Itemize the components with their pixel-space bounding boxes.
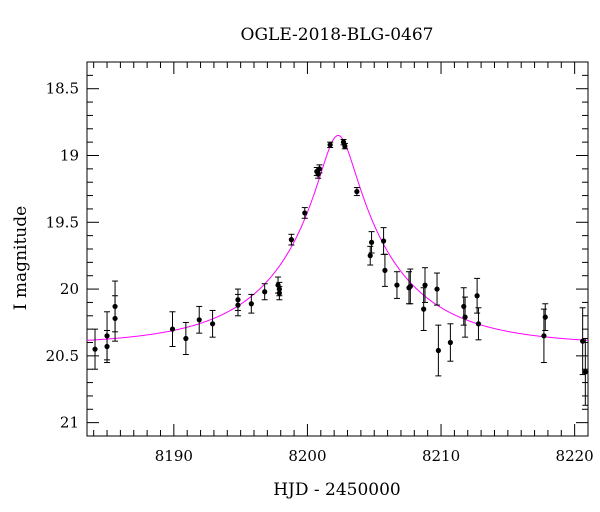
point-marker xyxy=(582,369,588,375)
data-point xyxy=(288,233,295,246)
chart-title: OGLE-2018-BLG-0467 xyxy=(241,25,434,45)
data-point xyxy=(462,296,469,338)
point-marker xyxy=(367,253,373,259)
data-point xyxy=(434,272,441,306)
data-point xyxy=(407,268,414,305)
point-marker xyxy=(104,343,110,350)
point-marker xyxy=(169,326,176,332)
point-marker xyxy=(541,333,547,339)
point-marker xyxy=(380,238,387,244)
y-axis-ticks: 18.5 19 19.5 20 20.5 21 xyxy=(46,61,588,437)
data-point xyxy=(92,328,99,370)
data-point xyxy=(475,307,482,341)
point-marker xyxy=(327,142,333,148)
y-tick-label: 18.5 xyxy=(46,80,79,98)
data-point xyxy=(234,293,241,317)
data-point xyxy=(169,311,176,348)
point-marker xyxy=(475,321,482,327)
data-point xyxy=(368,231,375,254)
point-marker xyxy=(288,237,295,243)
point-marker xyxy=(316,166,323,172)
point-marker xyxy=(276,290,282,296)
data-points-layer xyxy=(92,138,589,406)
point-marker xyxy=(196,317,202,323)
plot-frame xyxy=(86,61,589,437)
point-marker xyxy=(248,301,254,307)
data-point xyxy=(196,305,203,334)
data-point xyxy=(381,253,388,287)
y-tick-label: 19 xyxy=(60,147,79,165)
data-point xyxy=(209,309,216,338)
data-point xyxy=(104,329,111,364)
point-marker xyxy=(342,143,348,149)
data-point xyxy=(582,337,589,406)
data-point xyxy=(261,283,268,301)
data-point xyxy=(447,323,454,362)
data-point xyxy=(276,285,283,301)
point-marker xyxy=(394,282,400,288)
model-layer xyxy=(86,134,589,341)
data-point xyxy=(316,164,323,174)
y-tick-label: 19.5 xyxy=(46,213,79,231)
data-point xyxy=(393,271,400,299)
x-tick-label: 8190 xyxy=(155,447,193,465)
point-marker xyxy=(447,339,453,346)
data-point xyxy=(248,293,255,314)
y-tick-label: 20.5 xyxy=(46,347,79,365)
data-point xyxy=(327,141,334,148)
x-axis-label: HJD - 2450000 xyxy=(273,480,401,500)
point-marker xyxy=(407,283,413,289)
plot-border xyxy=(86,61,589,437)
point-marker xyxy=(262,289,268,295)
data-point xyxy=(182,321,189,356)
point-marker xyxy=(422,282,428,288)
x-tick-label: 8210 xyxy=(422,447,460,465)
point-marker xyxy=(209,321,216,327)
y-axis-label: I magnitude xyxy=(11,206,31,310)
point-marker xyxy=(302,210,308,216)
data-point xyxy=(422,267,429,303)
point-marker xyxy=(382,267,388,273)
data-point xyxy=(435,324,442,377)
point-marker xyxy=(434,286,440,292)
y-tick-label: 20 xyxy=(60,280,79,298)
data-point xyxy=(367,245,374,266)
point-marker xyxy=(462,314,468,320)
data-point xyxy=(112,295,119,342)
x-axis-ticks: 8190 8200 8210 8220 xyxy=(93,62,594,465)
point-marker xyxy=(368,239,375,245)
data-point xyxy=(341,142,348,150)
data-point xyxy=(301,207,308,219)
point-marker xyxy=(474,293,480,299)
x-tick-label: 8220 xyxy=(556,447,594,465)
point-marker xyxy=(92,346,98,352)
x-tick-label: 8200 xyxy=(288,447,326,465)
point-marker xyxy=(421,306,427,312)
model-curve xyxy=(86,134,589,341)
data-point xyxy=(420,287,427,331)
point-marker xyxy=(542,314,548,320)
point-marker xyxy=(183,335,189,342)
data-point xyxy=(353,187,360,197)
point-marker xyxy=(435,347,441,354)
point-marker xyxy=(112,315,118,322)
data-point xyxy=(579,307,586,376)
data-point xyxy=(380,227,387,255)
point-marker xyxy=(235,302,241,308)
y-tick-label: 21 xyxy=(60,414,79,432)
data-point xyxy=(542,303,549,331)
point-marker xyxy=(354,188,360,195)
